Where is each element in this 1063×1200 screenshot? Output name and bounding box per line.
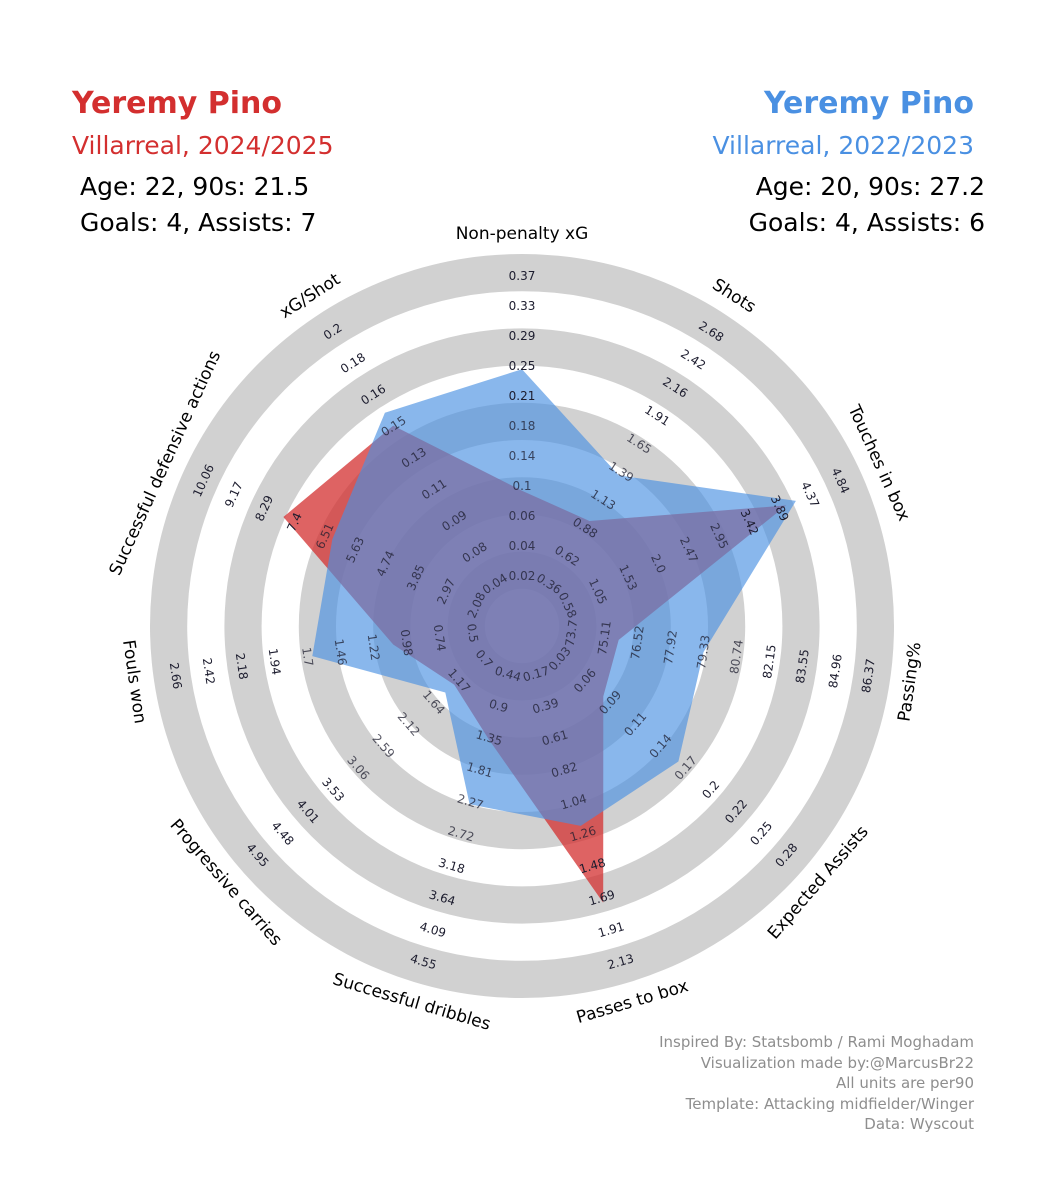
ring-value-label: 2.66 — [167, 662, 185, 690]
ring-value-label: 0.14 — [509, 449, 536, 463]
footer-line-source: Data: Wyscout — [864, 1115, 974, 1133]
player1-goals-line: Goals: 4, Assists: 7 — [80, 208, 317, 237]
ring-value-label: 1.46 — [332, 638, 350, 666]
ring-value-label: 0.06 — [509, 509, 536, 523]
ring-value-label: 80.74 — [727, 639, 746, 675]
footer-line-units: All units are per90 — [835, 1074, 974, 1092]
category-label: Passing% — [894, 641, 925, 723]
ring-value-label: 2.42 — [200, 657, 218, 685]
ring-value-label: 77.92 — [661, 629, 680, 665]
player1-name: Yeremy Pino — [72, 86, 282, 121]
player2-goals-line: Goals: 4, Assists: 6 — [748, 208, 985, 237]
ring-value-label: 84.96 — [826, 653, 845, 689]
ring-value-label: 0.29 — [509, 329, 536, 343]
player1-team-season: Villarreal, 2024/2025 — [72, 131, 334, 160]
player2-team-season: Villarreal, 2022/2023 — [712, 131, 975, 160]
ring-value-label: 1.7 — [299, 646, 316, 667]
footer-line-inspired: Inspired By: Statsbomb / Rami Moghadam — [659, 1033, 974, 1051]
ring-value-label: 0.18 — [509, 419, 536, 433]
ring-value-label: 0.37 — [509, 269, 536, 283]
ring-value-label: 0.9 — [487, 697, 509, 716]
ring-value-label: 0.25 — [509, 359, 536, 373]
ring-value-label: 0.74 — [431, 624, 449, 652]
ring-value-label: 2.18 — [233, 652, 251, 680]
player2-age-line: Age: 20, 90s: 27.2 — [755, 172, 985, 201]
ring-value-label: 82.15 — [760, 644, 779, 680]
series-area-2 — [312, 369, 796, 826]
category-label: Fouls won — [118, 639, 150, 725]
player1-age-line: Age: 22, 90s: 21.5 — [80, 172, 310, 201]
ring-value-label: 83.55 — [793, 648, 812, 684]
footer-credits: Inspired By: Statsbomb / Rami Moghadam V… — [659, 1032, 974, 1135]
ring-value-label: 0.33 — [509, 299, 536, 313]
ring-value-label: 1.94 — [266, 647, 284, 675]
ring-value-label: 76.52 — [628, 625, 647, 661]
footer-line-template: Template: Attacking midfielder/Winger — [685, 1094, 974, 1113]
footer-line-made-by: Visualization made by:@MarcusBr22 — [700, 1053, 974, 1072]
ring-value-label: 73.7 — [563, 619, 581, 647]
ring-value-label: 0.02 — [509, 569, 536, 583]
ring-value-label: 75.11 — [595, 620, 614, 656]
ring-value-label: 0.1 — [512, 479, 531, 493]
ring-value-label: 86.37 — [859, 658, 878, 694]
ring-value-label: 0.98 — [398, 628, 416, 656]
ring-value-label: 0.21 — [509, 389, 536, 403]
ring-value-label: 1.22 — [365, 633, 383, 661]
category-label: Non-penalty xG — [456, 224, 589, 244]
ring-value-label: 0.5 — [464, 623, 481, 644]
ring-value-label: 0.04 — [509, 539, 536, 553]
ring-value-label: 79.33 — [694, 634, 713, 670]
player2-name: Yeremy Pino — [764, 86, 974, 121]
